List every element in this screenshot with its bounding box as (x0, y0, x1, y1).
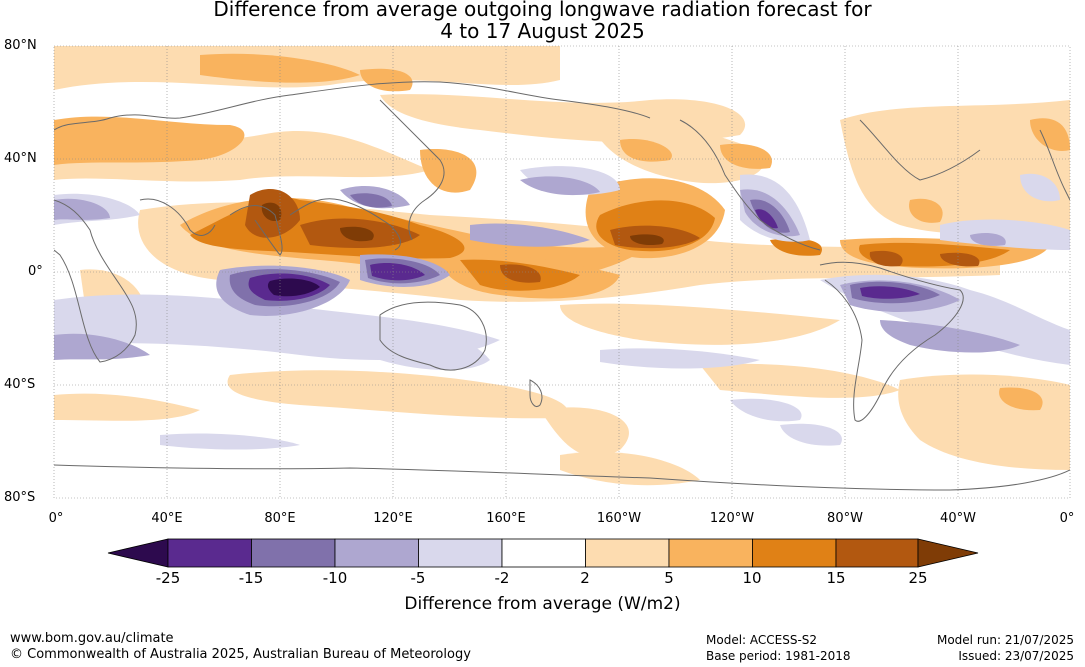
colorbar-tick-label: 10 (742, 569, 762, 587)
lon-label: 80°W (827, 511, 863, 526)
colorbar-tick-label: 5 (664, 569, 674, 587)
map-title-line1: Difference from average outgoing longwav… (213, 0, 872, 21)
lon-label: 0° (48, 511, 64, 526)
colorbar-tick-label: -10 (322, 569, 348, 587)
lat-label: 0° (28, 264, 43, 279)
lat-label: 40°N (4, 151, 37, 166)
colorbar (107, 538, 979, 568)
coastlines (54, 81, 1070, 491)
footer-model: Model: ACCESS-S2 (706, 633, 818, 647)
map-frame (53, 45, 1071, 499)
anomaly-below-minus-25 (267, 278, 320, 297)
lat-label: 80°S (4, 490, 36, 505)
colorbar-swatch (251, 538, 336, 568)
lon-label: 40°E (151, 511, 183, 526)
lon-label: 160°W (596, 511, 642, 526)
footer-base-period: Base period: 1981-2018 (706, 649, 851, 663)
footer-copyright: © Commonwealth of Australia 2025, Austra… (10, 647, 471, 662)
lon-label: 40°W (940, 511, 976, 526)
colorbar-tick-label: 25 (908, 569, 928, 587)
colorbar-tick-label: -25 (155, 569, 181, 587)
map-title-line2: 4 to 17 August 2025 (440, 19, 645, 43)
colorbar-tick-label: -2 (494, 569, 510, 587)
lon-label: 160°E (486, 511, 526, 526)
colorbar-swatch (835, 538, 919, 568)
graticule (54, 46, 1070, 498)
colorbar-swatch (418, 538, 503, 568)
lat-label: 80°N (4, 38, 37, 53)
colorbar-swatch (668, 538, 753, 568)
lon-label: 80°E (264, 511, 296, 526)
colorbar-swatch (752, 538, 837, 568)
footer-model-run: Model run: 21/07/2025 (936, 633, 1074, 647)
colorbar-tick-label: 2 (580, 569, 590, 587)
footer-url[interactable]: www.bom.gov.au/climate (10, 631, 174, 646)
colorbar-tick-label: -15 (238, 569, 264, 587)
colorbar-swatch (585, 538, 670, 568)
lon-label: 120°E (373, 511, 413, 526)
colorbar-title: Difference from average (W/m2) (404, 594, 681, 614)
colorbar-tick-label: 15 (826, 569, 846, 587)
lon-label: 0° (1059, 511, 1075, 526)
colorbar-tick-label: -5 (410, 569, 426, 587)
anomaly-field (54, 46, 1070, 491)
colorbar-swatch (501, 538, 586, 568)
colorbar-arrow-low (107, 538, 169, 568)
colorbar-swatch (167, 538, 252, 568)
footer-issued: Issued: 23/07/2025 (958, 649, 1074, 663)
colorbar-swatch (334, 538, 419, 568)
lon-label: 120°W (709, 511, 755, 526)
lat-label: 40°S (4, 377, 36, 392)
colorbar-arrow-high (917, 538, 979, 568)
